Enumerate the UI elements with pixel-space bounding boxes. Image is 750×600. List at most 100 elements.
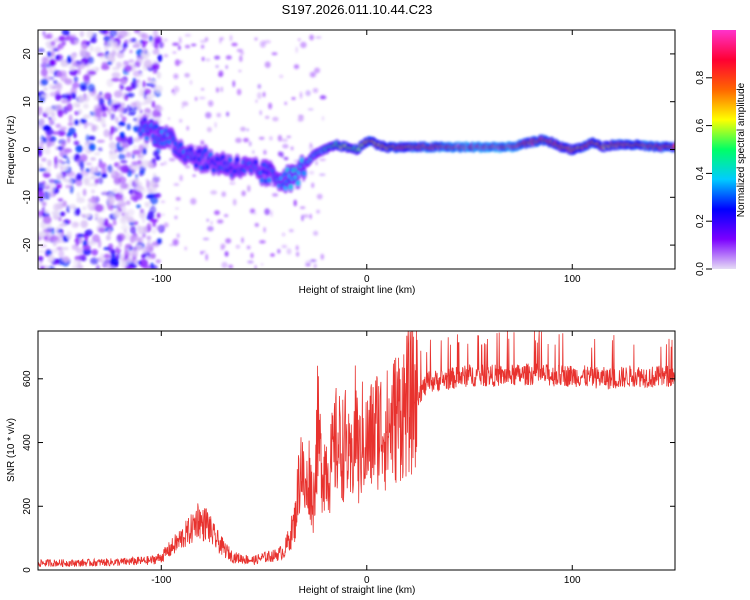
noise-blob <box>92 234 100 243</box>
noise-blob <box>172 51 177 54</box>
noise-blob <box>259 240 266 244</box>
noise-blob <box>241 190 246 197</box>
noise-blob <box>59 126 67 131</box>
noise-blob <box>41 202 47 207</box>
noise-blob <box>41 94 45 98</box>
noise-blob <box>286 135 291 138</box>
noise-blob <box>144 144 149 148</box>
noise-blob <box>293 199 297 207</box>
noise-blob <box>141 40 147 49</box>
noise-blob <box>79 49 87 58</box>
noise-blob <box>49 69 53 75</box>
noise-blob <box>146 188 153 193</box>
noise-blob <box>93 96 99 101</box>
noise-blob <box>156 106 164 112</box>
noise-blob <box>50 117 57 121</box>
noise-blob <box>111 50 116 57</box>
noise-blob <box>58 223 67 227</box>
noise-blob <box>61 161 67 165</box>
noise-blob <box>247 260 254 264</box>
noise-blob <box>178 36 182 44</box>
noise-blob <box>103 45 109 51</box>
noise-blob <box>145 83 154 87</box>
ridge-core <box>178 142 183 148</box>
noise-blob <box>66 231 72 240</box>
noise-blob <box>66 205 70 213</box>
noise-blob <box>141 160 151 168</box>
noise-blob <box>146 195 153 199</box>
noise-blob <box>265 115 270 119</box>
noise-blob <box>257 92 262 100</box>
noise-blob <box>116 61 122 68</box>
noise-blob <box>125 243 132 249</box>
noise-blob <box>112 219 117 226</box>
noise-blob <box>75 241 79 247</box>
noise-blob <box>149 218 159 223</box>
noise-blob <box>252 150 255 154</box>
noise-blob <box>105 234 111 241</box>
noise-blob <box>47 51 52 58</box>
noise-blob <box>277 248 281 254</box>
noise-blob <box>97 177 104 185</box>
noise-blob <box>231 42 238 47</box>
noise-blob <box>54 104 63 110</box>
noise-blob <box>78 160 85 168</box>
noise-blob <box>77 94 85 104</box>
noise-blob <box>127 136 132 144</box>
noise-blob <box>64 219 69 225</box>
noise-blob <box>124 65 133 72</box>
noise-blob <box>309 142 312 148</box>
noise-blob <box>118 121 126 127</box>
noise-blob <box>146 235 152 240</box>
noise-blob <box>127 112 136 116</box>
noise-blob <box>60 144 65 151</box>
noise-blob <box>47 265 55 269</box>
noise-blob <box>113 209 121 218</box>
noise-blob <box>42 171 51 178</box>
noise-blob <box>151 100 156 108</box>
noise-blob <box>93 152 101 156</box>
noise-blob <box>58 216 62 222</box>
noise-blob <box>85 122 94 126</box>
noise-blob <box>316 193 323 200</box>
noise-blob <box>110 265 115 269</box>
ridge-core <box>672 143 675 148</box>
y-tick-label: -20 <box>22 237 33 252</box>
noise-blob <box>125 92 135 98</box>
snr-series-line <box>38 331 675 568</box>
noise-blob <box>250 252 254 259</box>
noise-blob <box>44 209 49 215</box>
noise-blob <box>40 78 49 86</box>
noise-blob <box>119 131 125 140</box>
noise-blob <box>269 136 273 141</box>
noise-blob <box>232 80 236 88</box>
noise-blob <box>47 182 56 192</box>
noise-blob <box>127 208 135 216</box>
x-tick-label: -100 <box>151 575 171 586</box>
x-tick-label: 100 <box>564 274 581 285</box>
noise-blob <box>157 54 163 62</box>
noise-blob <box>149 196 159 205</box>
noise-blob <box>120 225 129 231</box>
noise-blob <box>69 204 77 210</box>
noise-blob <box>103 129 110 138</box>
noise-blob <box>283 156 289 161</box>
noise-blob <box>54 156 58 165</box>
noise-blob <box>117 125 122 130</box>
noise-blob <box>136 186 145 192</box>
noise-blob <box>88 143 96 152</box>
noise-blob <box>109 132 113 141</box>
noise-blob <box>65 184 72 189</box>
noise-blob <box>205 253 208 261</box>
noise-blob <box>147 77 152 82</box>
noise-blob <box>74 119 79 126</box>
noise-blob <box>128 59 135 63</box>
noise-blob <box>53 203 60 212</box>
noise-blob <box>113 90 123 98</box>
noise-blob <box>205 112 212 119</box>
noise-blob <box>121 206 127 212</box>
noise-blob <box>101 167 107 175</box>
noise-blob <box>309 259 317 263</box>
noise-blob <box>249 208 256 214</box>
noise-blob <box>43 87 48 91</box>
